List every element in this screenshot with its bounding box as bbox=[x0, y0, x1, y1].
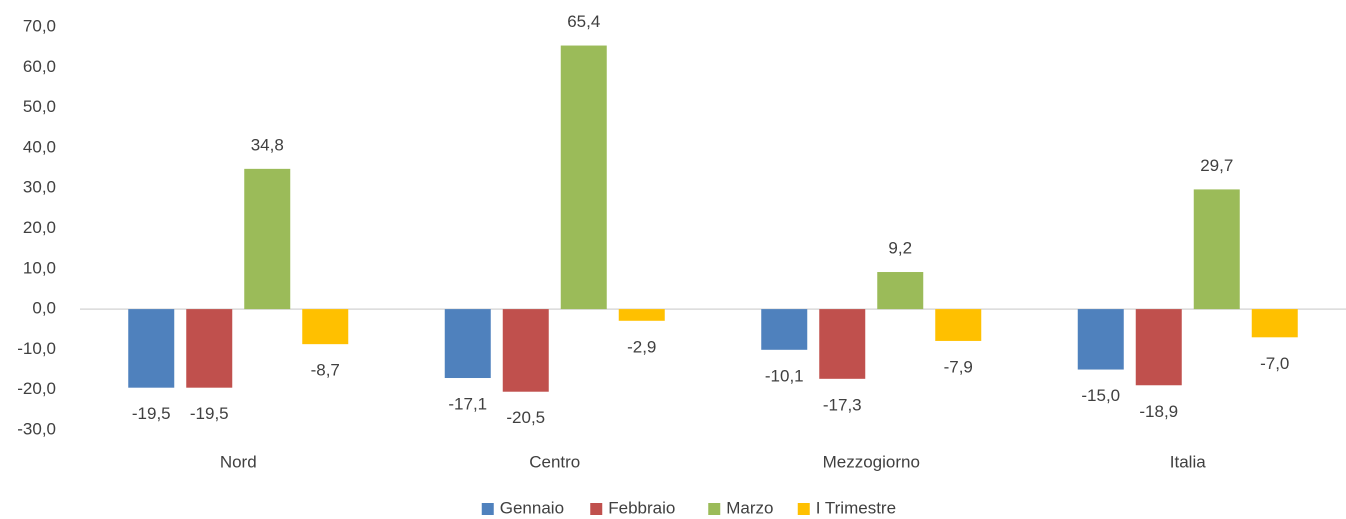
data-label: 34,8 bbox=[251, 135, 284, 154]
data-label: -7,9 bbox=[944, 357, 973, 376]
legend-label: Gennaio bbox=[500, 498, 564, 517]
data-label: -19,5 bbox=[132, 404, 171, 423]
x-tick-label: Italia bbox=[1170, 452, 1206, 471]
bar bbox=[502, 309, 549, 392]
data-label: -17,1 bbox=[448, 394, 487, 413]
y-tick-label: 20,0 bbox=[23, 218, 56, 237]
bar bbox=[1193, 189, 1240, 310]
x-tick-label: Centro bbox=[529, 452, 580, 471]
bar bbox=[819, 309, 866, 379]
data-label: -18,9 bbox=[1139, 402, 1178, 421]
bar bbox=[935, 309, 982, 341]
y-tick-label: 50,0 bbox=[23, 97, 56, 116]
y-tick-label: 0,0 bbox=[32, 299, 56, 318]
data-label: -8,7 bbox=[311, 361, 340, 380]
y-tick-label: 10,0 bbox=[23, 258, 56, 277]
y-tick-label: 60,0 bbox=[23, 57, 56, 76]
bar bbox=[560, 45, 607, 310]
legend-label: Febbraio bbox=[608, 498, 675, 517]
bar bbox=[1251, 309, 1298, 338]
data-label: -10,1 bbox=[765, 366, 804, 385]
bar bbox=[761, 309, 808, 350]
data-label: 65,4 bbox=[567, 12, 600, 31]
data-label: -17,3 bbox=[823, 395, 862, 414]
legend-swatch bbox=[708, 503, 721, 515]
y-tick-label: 40,0 bbox=[23, 137, 56, 156]
bar bbox=[877, 272, 924, 310]
bar bbox=[618, 309, 665, 321]
y-tick-label: -10,0 bbox=[17, 339, 56, 358]
legend-swatch bbox=[797, 503, 810, 515]
legend-label: Marzo bbox=[726, 498, 773, 517]
legend-label: I Trimestre bbox=[816, 498, 896, 517]
data-label: -19,5 bbox=[190, 404, 229, 423]
data-label: -2,9 bbox=[627, 337, 656, 356]
bar bbox=[444, 309, 491, 379]
legend-swatch bbox=[590, 503, 603, 515]
bar bbox=[186, 309, 233, 388]
data-label: 29,7 bbox=[1200, 156, 1233, 175]
data-label: 9,2 bbox=[888, 239, 912, 258]
y-tick-label: 70,0 bbox=[23, 16, 56, 35]
y-tick-label: -30,0 bbox=[17, 419, 56, 438]
bar bbox=[128, 309, 175, 388]
y-tick-label: 30,0 bbox=[23, 178, 56, 197]
bar bbox=[1077, 309, 1124, 370]
x-tick-label: Mezzogiorno bbox=[823, 452, 920, 471]
bar bbox=[244, 168, 291, 310]
data-label: -7,0 bbox=[1260, 354, 1289, 373]
legend-swatch bbox=[481, 503, 494, 515]
bar bbox=[1135, 309, 1182, 386]
y-tick-label: -20,0 bbox=[17, 379, 56, 398]
data-label: -15,0 bbox=[1081, 386, 1120, 405]
bar bbox=[302, 309, 349, 345]
data-label: -20,5 bbox=[506, 408, 545, 427]
x-tick-label: Nord bbox=[220, 452, 257, 471]
